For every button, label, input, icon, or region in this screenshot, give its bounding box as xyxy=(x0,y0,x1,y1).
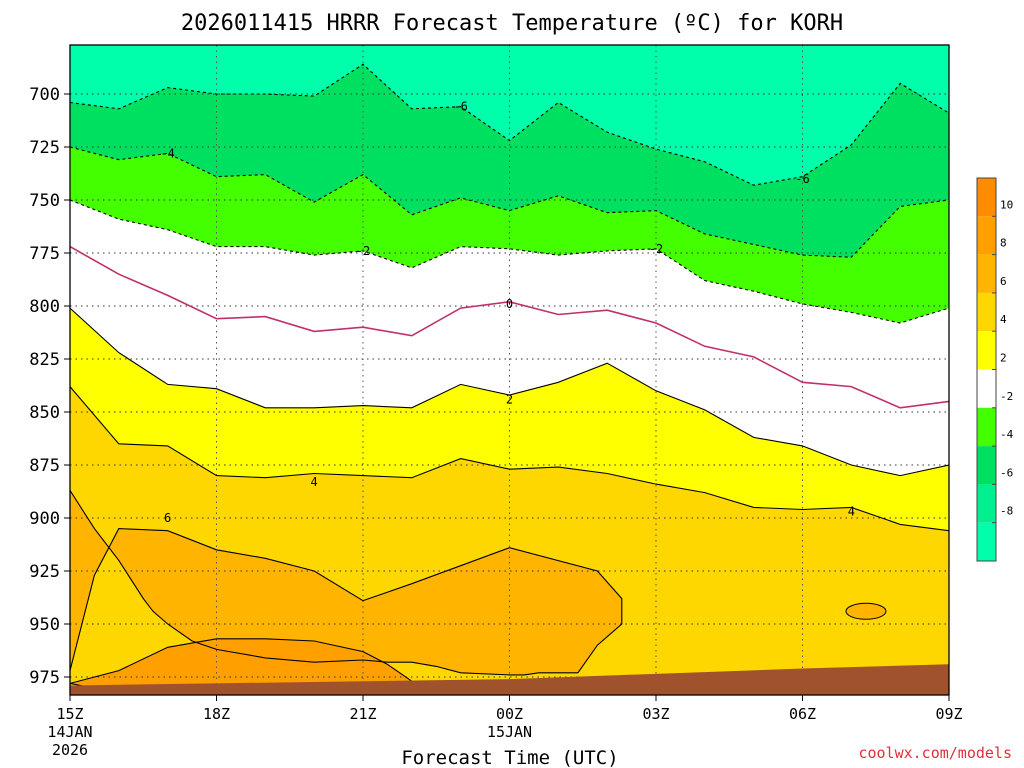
contour-label: -2 xyxy=(356,244,370,258)
legend-label: -8 xyxy=(1000,505,1013,518)
legend-swatch xyxy=(977,522,996,561)
x-tick-label: 09Z xyxy=(935,705,962,723)
contour-lines xyxy=(70,63,949,695)
legend-swatch xyxy=(977,178,996,217)
x-tick-label: 03Z xyxy=(642,705,669,723)
x-tick-label: 15Z xyxy=(56,705,83,723)
y-tick-label: 900 xyxy=(29,509,60,529)
x-tick-label: 00Z xyxy=(496,705,523,723)
terrain xyxy=(70,664,949,695)
contour-label: -6 xyxy=(795,172,809,186)
y-tick-label: 975 xyxy=(29,668,60,688)
temperature-fills xyxy=(70,64,949,695)
legend-label: 4 xyxy=(1000,313,1007,326)
contour-label: 0 xyxy=(506,297,513,311)
credit-text: coolwx.com/models xyxy=(858,744,1012,762)
contour-label: -2 xyxy=(649,242,663,256)
y-tick-label: 925 xyxy=(29,562,60,582)
color-legend: 10 8 6 4 2 -2 -4 -6 -8 xyxy=(976,177,1014,562)
y-axis-ticks: 700 725 750 775 800 825 850 875 900 925 950 975 xyxy=(29,85,70,688)
x-tick-sublabel: 15JAN xyxy=(487,723,532,741)
legend-label: 8 xyxy=(1000,237,1007,250)
y-tick-label: 700 xyxy=(29,85,60,105)
contour-label: 6 xyxy=(164,511,171,525)
legend-label: 6 xyxy=(1000,275,1007,288)
contour-line-minus6 xyxy=(70,63,949,186)
x-tick-sublabel: 2026 xyxy=(52,741,88,759)
legend-swatch xyxy=(977,216,996,255)
legend-swatch xyxy=(977,292,996,332)
legend-label: -2 xyxy=(1000,390,1013,403)
legend-label: 2 xyxy=(1000,352,1007,365)
contour-label: 2 xyxy=(506,392,513,406)
band-6-to-8 xyxy=(70,490,622,675)
y-tick-label: 750 xyxy=(29,191,60,211)
x-tick-label: 18Z xyxy=(203,705,230,723)
x-tick-label: 06Z xyxy=(789,705,816,723)
plot-area xyxy=(70,45,949,695)
y-tick-label: 875 xyxy=(29,456,60,476)
contour-line-8 xyxy=(70,638,414,695)
y-tick-label: 850 xyxy=(29,403,60,423)
legend-swatch xyxy=(977,331,996,370)
legend-label: -6 xyxy=(1000,466,1013,479)
x-tick-label: 21Z xyxy=(349,705,376,723)
legend-swatch xyxy=(977,369,996,408)
legend-swatch xyxy=(977,484,996,523)
legend-label: 10 xyxy=(1000,198,1013,211)
contour-line-2 xyxy=(70,307,949,477)
band-6-island xyxy=(845,602,887,620)
contour-line-6 xyxy=(70,489,623,676)
chart-title: 2026011415 HRRR Forecast Temperature (ºC… xyxy=(181,11,843,36)
legend-swatch xyxy=(977,254,996,293)
y-tick-label: 800 xyxy=(29,297,60,317)
y-tick-label: 775 xyxy=(29,244,60,264)
x-axis-label: Forecast Time (UTC) xyxy=(401,747,618,768)
legend-swatch xyxy=(977,446,996,485)
contour-line-minus4 xyxy=(70,146,949,258)
y-tick-label: 825 xyxy=(29,350,60,370)
x-tick-sublabel: 14JAN xyxy=(47,723,92,741)
legend-swatch xyxy=(977,407,996,447)
contour-label: -4 xyxy=(160,146,174,160)
legend-label: -4 xyxy=(1000,428,1014,441)
contour-label: 4 xyxy=(311,475,318,489)
contour-labels: -6 -6 -4 -2 -2 0 2 4 4 6 xyxy=(160,100,855,525)
band-8-to-10 xyxy=(70,638,412,695)
y-tick-label: 950 xyxy=(29,615,60,635)
contour-label: 4 xyxy=(848,505,855,519)
terrain-fill xyxy=(70,664,949,695)
y-tick-label: 725 xyxy=(29,138,60,158)
contour-line-0 xyxy=(70,245,949,409)
contour-line-4 xyxy=(70,386,949,532)
contour-label: -6 xyxy=(453,100,467,114)
